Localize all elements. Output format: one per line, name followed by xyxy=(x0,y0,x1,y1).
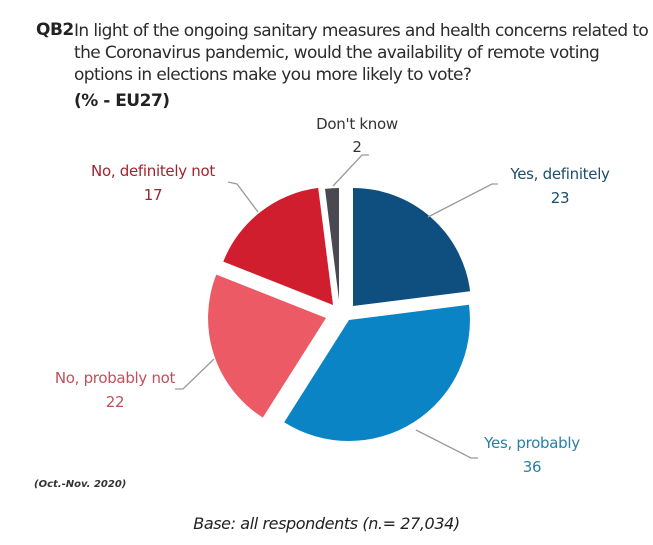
value-no-definitely-not: 17 xyxy=(144,186,163,204)
question-line: options in elections make you more likel… xyxy=(74,65,472,85)
leader-lines xyxy=(175,154,498,459)
question-line: the Coronavirus pandemic, would the avai… xyxy=(74,43,600,63)
label-no-probably-not: No, probably not xyxy=(55,369,176,387)
label-no-definitely-not: No, definitely not xyxy=(91,162,215,180)
value-yes-probably: 36 xyxy=(523,458,542,476)
label-yes-probably: Yes, probably xyxy=(483,434,580,452)
question-code: QB2 xyxy=(36,20,74,40)
question-line: In light of the ongoing sanitary measure… xyxy=(74,21,649,41)
pie-slices xyxy=(208,187,471,441)
slice-dont-know xyxy=(325,188,339,300)
base-note: Base: all respondents (n.= 27,034) xyxy=(193,514,460,533)
question-text: In light of the ongoing sanitary measure… xyxy=(74,20,649,86)
leader-line-yes-definitely xyxy=(427,183,498,218)
value-yes-definitely: 23 xyxy=(551,189,570,207)
label-yes-definitely: Yes, definitely xyxy=(509,165,610,183)
leader-line-no-definitely-not xyxy=(227,181,259,213)
leader-line-dont-know xyxy=(332,154,369,187)
slice-yes-definitely xyxy=(353,188,471,306)
label-dont-know: Don't know xyxy=(316,115,398,133)
value-no-probably-not: 22 xyxy=(106,393,125,411)
value-dont-know: 2 xyxy=(352,138,361,156)
slice-no-definitely-not xyxy=(223,187,333,305)
question-unit: (% - EU27) xyxy=(74,91,170,111)
leader-line-no-probably-not xyxy=(175,358,215,390)
slice-labels: Yes, definitely 23 Yes, probably 36 No, … xyxy=(55,115,611,476)
survey-period: (Oct.-Nov. 2020) xyxy=(34,479,127,490)
slice-no-probably-not xyxy=(208,274,326,418)
leader-line-yes-probably xyxy=(415,429,478,459)
slice-yes-probably xyxy=(284,304,470,441)
